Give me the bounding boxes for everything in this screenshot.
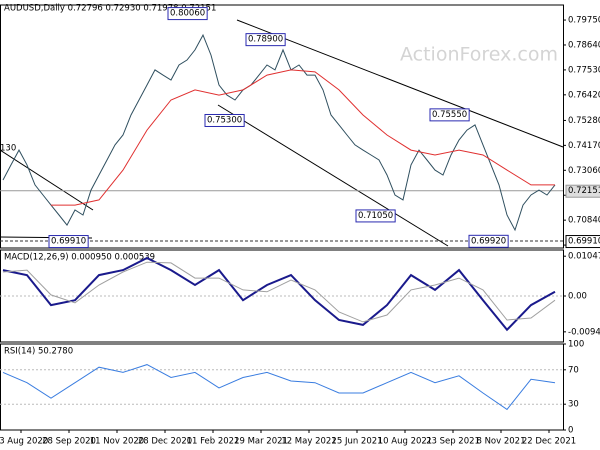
x-tick-label: 11 Nov 2020 <box>90 437 144 447</box>
x-tick-label: 8 Nov 2021 <box>476 437 525 447</box>
x-tick-label: 11 Feb 2021 <box>187 437 240 447</box>
panel-frame <box>0 4 564 249</box>
y-tick-label: 0.76420 <box>568 90 600 100</box>
y-tick-label: 0 <box>568 426 573 436</box>
x-tick-label: 10 Aug 2021 <box>378 437 432 447</box>
price-label: 0.75300 <box>207 115 242 125</box>
label-box <box>48 235 89 249</box>
x-tick-label: 28 Dec 2020 <box>138 437 192 447</box>
label-box <box>245 33 286 47</box>
panel-title: RSI(14) 50.2780 <box>4 347 73 357</box>
price-label: 0.71050 <box>358 211 393 221</box>
series-line <box>2 33 556 232</box>
label-box <box>167 7 208 21</box>
label-box <box>204 113 245 127</box>
label-box <box>355 209 396 223</box>
y-tick-label: 0.74170 <box>568 141 600 151</box>
y-tick-label: 0.70840 <box>568 216 600 226</box>
y-tick-label: 0.73060 <box>568 166 600 176</box>
panel-title: MACD(12,26,9) 0.000950 0.000539 <box>4 253 155 263</box>
x-tick-label: 22 Dec 2021 <box>522 437 576 447</box>
x-tick-label: 29 Mar 2021 <box>234 437 288 447</box>
series-line <box>51 69 555 206</box>
price-label: 0.78900 <box>248 35 283 45</box>
edge-label: 130 <box>0 144 16 154</box>
y-tick-label: -0.009426 <box>568 327 600 337</box>
trend-line <box>236 19 564 148</box>
x-tick-label: 13 Aug 2020 <box>0 437 48 447</box>
x-tick-label: 23 Sep 2021 <box>426 437 480 447</box>
x-tick-label: 25 Jun 2021 <box>331 437 382 447</box>
y-tick-label: 0.79750 <box>568 16 600 26</box>
price-label: 0.69910 <box>568 237 600 247</box>
x-tick-label: 28 Sep 2020 <box>42 437 96 447</box>
y-tick-label: 0.75280 <box>568 116 600 126</box>
y-tick-label: 70 <box>568 365 579 375</box>
y-tick-label: 30 <box>568 400 579 410</box>
x-tick-label: 12 May 2021 <box>281 437 336 447</box>
label-box <box>429 108 470 122</box>
watermark: ActionForex.com <box>400 44 558 66</box>
trend-line <box>0 149 94 211</box>
label-box <box>468 234 509 248</box>
header-text: AUDUSD,Daily 0.72796 0.72930 0.71978 0.7… <box>4 4 216 14</box>
y-tick-label: 100 <box>568 340 584 350</box>
series-line <box>2 256 556 332</box>
y-tick-label: 0.77530 <box>568 65 600 75</box>
series-line <box>2 261 556 323</box>
price-label: 0.69910 <box>51 237 86 247</box>
price-label: 0.72151 <box>568 186 600 196</box>
label-box <box>565 184 600 198</box>
price-label: 0.75550 <box>432 110 467 120</box>
y-tick-label: 0.010472 <box>568 252 600 262</box>
series-line <box>2 364 556 411</box>
panel-frame <box>0 343 564 431</box>
y-tick-label: 0.00 <box>568 292 587 302</box>
label-box <box>565 235 600 249</box>
price-label: 0.69920 <box>471 236 506 246</box>
channel-line <box>217 104 449 247</box>
y-tick-label: 0.78640 <box>568 40 600 50</box>
price-label: 0.80060 <box>170 9 205 19</box>
